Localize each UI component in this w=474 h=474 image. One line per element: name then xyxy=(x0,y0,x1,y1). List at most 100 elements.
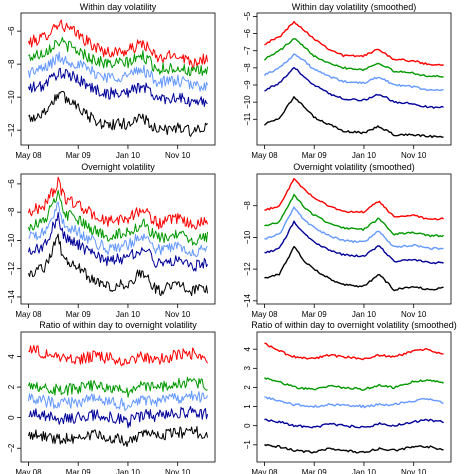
y-tick-label: −5 xyxy=(243,11,252,21)
series-line-5 xyxy=(28,90,208,137)
y-tick-label: 4 xyxy=(243,346,252,351)
series-line-1 xyxy=(264,342,444,361)
chart-title: Overnight volatility xyxy=(81,162,155,172)
chart-title: Ratio of within day to overnight volatil… xyxy=(39,320,197,330)
series-line-2 xyxy=(264,193,444,238)
series-line-1 xyxy=(264,20,444,66)
series-line-4 xyxy=(264,418,444,429)
x-tick-label: Mar 09 xyxy=(66,310,91,319)
plot-frame xyxy=(20,331,216,463)
x-tick-label: Nov 10 xyxy=(401,468,427,474)
y-tick-label: 2 xyxy=(243,385,252,390)
x-tick-label: Jan 10 xyxy=(116,151,141,160)
series-line-4 xyxy=(28,405,209,429)
x-tick-label: May 08 xyxy=(15,151,42,160)
chart-panel-5: Ratio of within day to overnight volatil… xyxy=(7,320,216,474)
series-line-3 xyxy=(27,51,209,92)
x-tick-label: Nov 10 xyxy=(165,151,191,160)
y-tick-label: −8 xyxy=(7,207,16,217)
y-tick-label: −2 xyxy=(7,443,16,453)
y-tick-label: 4 xyxy=(7,354,16,359)
series-line-5 xyxy=(27,233,209,297)
y-tick-label: 0 xyxy=(243,423,252,428)
x-tick-label: Nov 10 xyxy=(165,468,191,474)
series-line-4 xyxy=(264,220,444,265)
x-tick-label: May 08 xyxy=(15,468,42,474)
series-line-1 xyxy=(28,344,208,367)
series-line-3 xyxy=(264,396,444,409)
y-tick-label: −12 xyxy=(7,261,16,275)
x-tick-label: Mar 09 xyxy=(66,151,91,160)
x-tick-label: Mar 09 xyxy=(302,310,327,319)
y-tick-label: 1 xyxy=(243,404,252,409)
series-line-5 xyxy=(264,443,444,454)
series-line-1 xyxy=(264,178,444,221)
y-tick-label: −10 xyxy=(243,230,252,244)
series-line-4 xyxy=(27,67,208,108)
series-line-5 xyxy=(264,245,444,292)
x-tick-label: Jan 10 xyxy=(116,468,141,474)
plot-frame xyxy=(20,12,216,146)
y-tick-label: −10 xyxy=(7,90,16,104)
series-line-5 xyxy=(263,96,444,139)
series-line-2 xyxy=(264,377,444,391)
y-tick-label: −12 xyxy=(243,262,252,276)
y-tick-label: −8 xyxy=(7,59,16,69)
chart-panel-2: Within day volatility (smoothed) May 08 Ma… xyxy=(243,2,452,160)
chart-panel-4: Overnight volatility (smoothed) May 08 Mar… xyxy=(243,162,452,319)
y-tick-label: −10 xyxy=(7,233,16,247)
series-line-5 xyxy=(27,426,209,448)
x-tick-label: Nov 10 xyxy=(401,310,427,319)
series-line-2 xyxy=(27,189,209,246)
y-tick-label: −7 xyxy=(243,46,252,56)
series-line-2 xyxy=(263,37,444,78)
x-tick-label: Jan 10 xyxy=(352,310,377,319)
series-line-2 xyxy=(28,37,209,76)
y-tick-label: −9 xyxy=(243,80,252,90)
chart-panel-1: Within day volatility May 08 Mar 09 Jan 10 N… xyxy=(7,2,216,160)
y-tick-label: 0 xyxy=(7,415,16,420)
y-tick-label: −8 xyxy=(243,63,252,73)
x-tick-label: Jan 10 xyxy=(352,151,377,160)
y-tick-label: −1 xyxy=(243,440,252,450)
series-line-3 xyxy=(264,206,444,251)
x-tick-label: Mar 09 xyxy=(302,468,327,474)
y-tick-label: 3 xyxy=(243,366,252,371)
chart-panel-3: Overnight volatility May 08 Mar 09 Jan 10 No… xyxy=(7,162,216,319)
y-tick-label: −6 xyxy=(7,179,16,189)
series-line-3 xyxy=(27,390,209,412)
plot-frame xyxy=(256,331,452,463)
series-line-3 xyxy=(263,53,444,92)
plot-frame xyxy=(256,173,452,305)
y-tick-label: −6 xyxy=(7,26,16,36)
y-tick-label: −10 xyxy=(243,95,252,109)
y-tick-label: −11 xyxy=(243,112,252,126)
x-tick-label: May 08 xyxy=(251,468,278,474)
series-line-4 xyxy=(27,211,208,272)
series-line-3 xyxy=(28,201,208,258)
plot-frame xyxy=(256,12,452,146)
x-tick-label: Nov 10 xyxy=(165,310,191,319)
x-tick-label: May 08 xyxy=(251,310,278,319)
x-tick-label: May 08 xyxy=(15,310,42,319)
x-tick-label: Nov 10 xyxy=(401,151,427,160)
x-tick-label: Jan 10 xyxy=(116,310,141,319)
chart-title: Within day volatility (smoothed) xyxy=(292,2,417,12)
x-tick-label: Mar 09 xyxy=(66,468,91,474)
series-line-1 xyxy=(27,176,209,230)
y-tick-label: −8 xyxy=(243,201,252,211)
series-line-4 xyxy=(264,66,444,109)
chart-title: Within day volatility xyxy=(80,2,157,12)
series-line-2 xyxy=(27,376,208,398)
chart-title: Overnight volatility (smoothed) xyxy=(293,162,415,172)
y-tick-label: 2 xyxy=(7,384,16,389)
series-line-1 xyxy=(27,19,209,69)
y-tick-label: −14 xyxy=(7,290,16,304)
y-tick-label: −14 xyxy=(243,293,252,307)
plot-frame xyxy=(20,173,216,305)
x-tick-label: May 08 xyxy=(251,151,278,160)
x-tick-label: Jan 10 xyxy=(352,468,377,474)
y-tick-label: −12 xyxy=(7,123,16,137)
chart-title: Ratio of within day to overnight volatil… xyxy=(251,320,457,330)
